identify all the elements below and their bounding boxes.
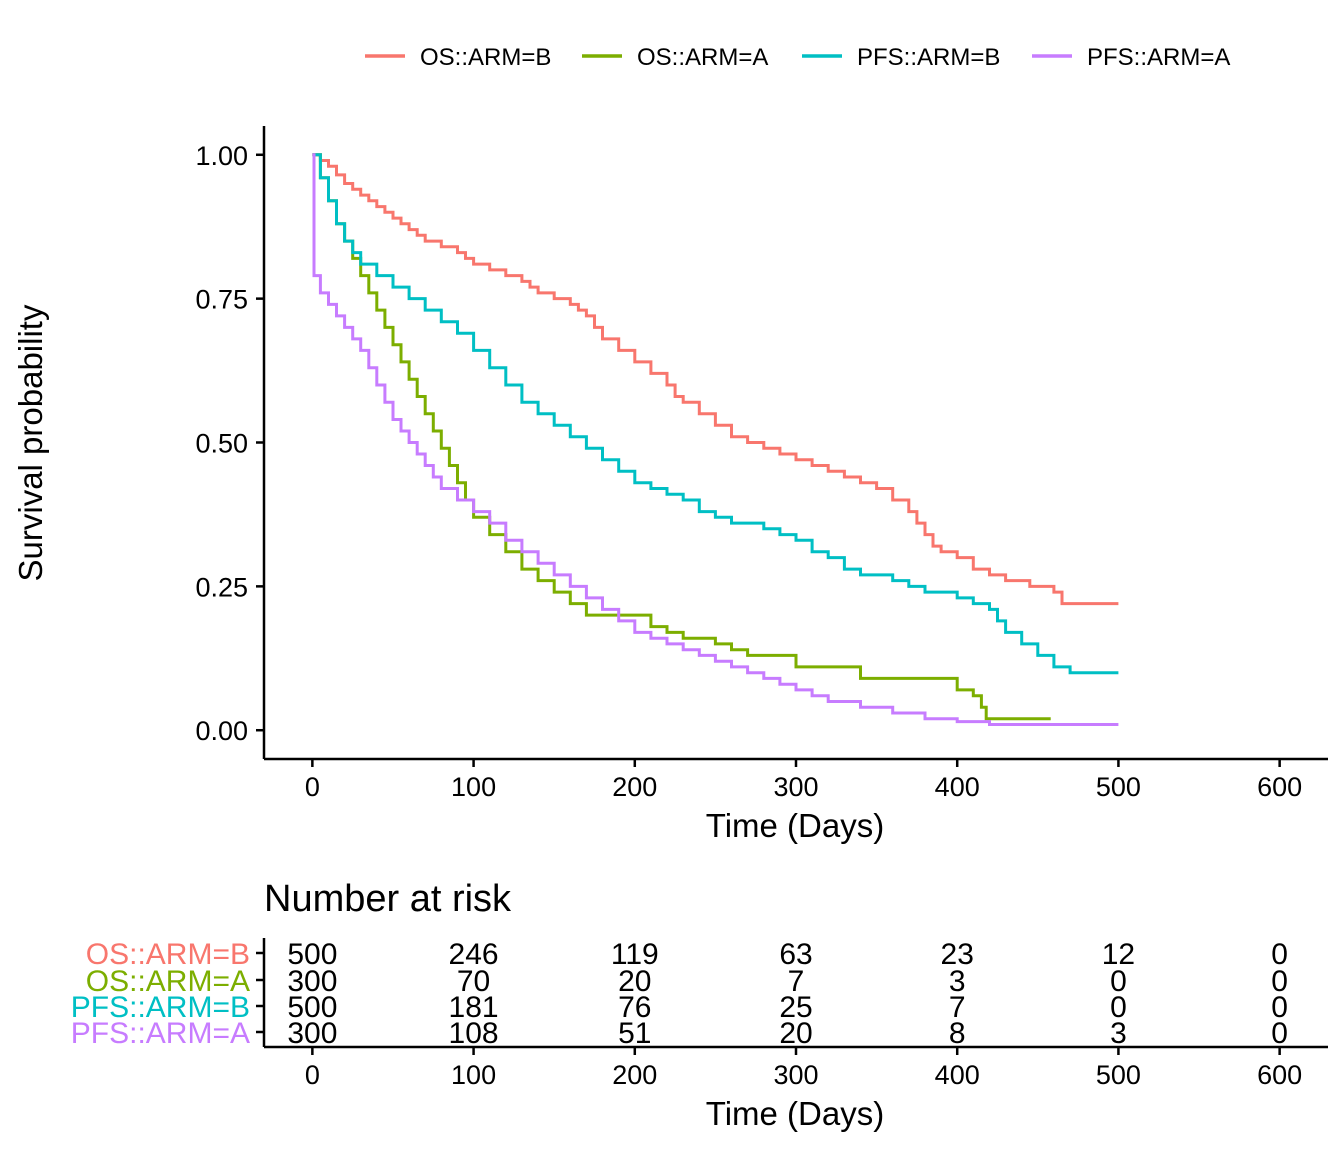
risk-x-axis-title: Time (Days) bbox=[706, 1095, 884, 1132]
survival-curve-pfs-arm-a bbox=[312, 153, 1119, 726]
x-axis-ticks: 0 100 200 300 400 500 600 bbox=[305, 759, 1302, 802]
x-axis-title: Time (Days) bbox=[706, 807, 884, 844]
risk-count: 3 bbox=[1110, 1017, 1127, 1050]
legend-label: PFS::ARM=B bbox=[857, 44, 1000, 71]
risk-count: 20 bbox=[779, 1017, 812, 1050]
risk-count: 500 bbox=[287, 991, 337, 1024]
legend-label: PFS::ARM=A bbox=[1087, 44, 1230, 71]
risk-count: 500 bbox=[287, 938, 337, 971]
risk-x-tick-label: 300 bbox=[773, 1060, 818, 1090]
x-tick-label: 400 bbox=[935, 772, 980, 802]
risk-x-tick-label: 0 bbox=[305, 1060, 320, 1090]
risk-x-tick-label: 600 bbox=[1257, 1060, 1302, 1090]
risk-count: 76 bbox=[618, 991, 651, 1024]
risk-x-tick-label: 200 bbox=[612, 1060, 657, 1090]
risk-table: Number at risk OS::ARM=B 500 246 119 63 23 12 0… bbox=[71, 878, 1328, 1132]
x-tick-label: 0 bbox=[305, 772, 320, 802]
risk-count: 108 bbox=[449, 1017, 499, 1050]
risk-x-tick-label: 400 bbox=[935, 1060, 980, 1090]
risk-count: 0 bbox=[1271, 938, 1288, 971]
x-tick-label: 200 bbox=[612, 772, 657, 802]
y-tick-label: 0.25 bbox=[195, 572, 248, 602]
risk-count: 7 bbox=[949, 991, 966, 1024]
risk-count: 20 bbox=[618, 965, 651, 998]
risk-count: 0 bbox=[1271, 1017, 1288, 1050]
risk-count: 246 bbox=[449, 938, 499, 971]
risk-count: 8 bbox=[949, 1017, 966, 1050]
risk-row-label: OS::ARM=A bbox=[86, 965, 250, 998]
risk-table-title: Number at risk bbox=[264, 878, 512, 920]
risk-count: 7 bbox=[788, 965, 805, 998]
risk-count: 23 bbox=[941, 938, 974, 971]
x-tick-label: 100 bbox=[451, 772, 496, 802]
risk-count: 300 bbox=[287, 965, 337, 998]
risk-count: 0 bbox=[1110, 991, 1127, 1024]
risk-count: 51 bbox=[618, 1017, 651, 1050]
y-axis-title: Survival probability bbox=[12, 304, 49, 581]
x-tick-label: 300 bbox=[773, 772, 818, 802]
legend-label: OS::ARM=B bbox=[420, 44, 551, 71]
risk-row-label: OS::ARM=B bbox=[86, 938, 250, 971]
risk-table-rows: OS::ARM=B 500 246 119 63 23 12 0OS::ARM=A 300 70 2… bbox=[71, 938, 1288, 1050]
risk-count: 0 bbox=[1271, 965, 1288, 998]
risk-x-axis-ticks: 0 100 200 300 400 500 600 bbox=[305, 1047, 1302, 1090]
risk-count: 12 bbox=[1102, 938, 1135, 971]
legend-label: OS::ARM=A bbox=[637, 44, 768, 71]
risk-count: 181 bbox=[449, 991, 499, 1024]
risk-count: 63 bbox=[779, 938, 812, 971]
risk-row-label: PFS::ARM=B bbox=[71, 991, 250, 1024]
risk-count: 0 bbox=[1271, 991, 1288, 1024]
y-tick-label: 0.00 bbox=[195, 716, 248, 746]
risk-x-tick-label: 500 bbox=[1096, 1060, 1141, 1090]
risk-count: 70 bbox=[457, 965, 490, 998]
survival-curves bbox=[312, 153, 1119, 726]
y-tick-label: 0.50 bbox=[195, 429, 248, 459]
survival-plot: 0.00 0.25 0.50 0.75 1.00 0 100 200 300 400 500 600… bbox=[12, 126, 1328, 844]
y-axis-ticks: 0.00 0.25 0.50 0.75 1.00 bbox=[195, 141, 264, 746]
risk-count: 25 bbox=[779, 991, 812, 1024]
risk-x-tick-label: 100 bbox=[451, 1060, 496, 1090]
risk-count: 0 bbox=[1110, 965, 1127, 998]
survival-curve-pfs-arm-b bbox=[312, 153, 1119, 675]
legend: OS::ARM=B OS::ARM=A PFS::ARM=B PFS::ARM=A bbox=[365, 44, 1230, 71]
x-tick-label: 500 bbox=[1096, 772, 1141, 802]
y-tick-label: 1.00 bbox=[195, 141, 248, 171]
survival-curve-os-arm-a bbox=[312, 153, 1051, 721]
risk-count: 3 bbox=[949, 965, 966, 998]
risk-count: 119 bbox=[611, 938, 659, 971]
risk-count: 300 bbox=[287, 1017, 337, 1050]
y-tick-label: 0.75 bbox=[195, 285, 248, 315]
risk-row-label: PFS::ARM=A bbox=[71, 1017, 250, 1050]
x-tick-label: 600 bbox=[1257, 772, 1302, 802]
survival-curve-os-arm-b bbox=[312, 153, 1119, 606]
